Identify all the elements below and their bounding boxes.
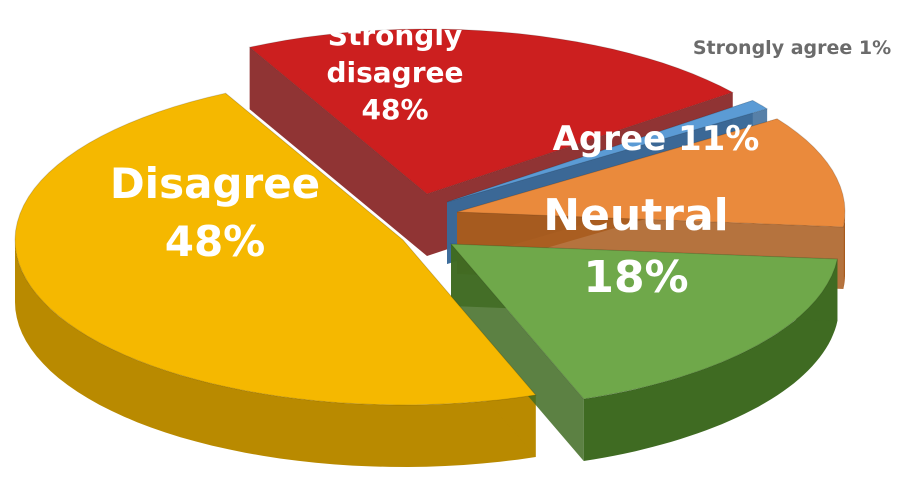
pie-side-agree	[843, 212, 845, 289]
pie-slice-disagree	[14, 92, 537, 406]
pie-wall-strongly-disagree-0	[249, 47, 427, 256]
pie-wall-neutral-1	[451, 244, 584, 462]
pie-label-strongly-disagree: Strongly disagree 48%	[326, 19, 463, 126]
pie-label-disagree: Disagree 48%	[110, 159, 320, 266]
pie-label-strongly-agree: Strongly agree 1%	[693, 37, 891, 59]
pie-slice-agree	[456, 118, 846, 228]
pie-slice-strongly-disagree	[248, 28, 734, 195]
pie-slices-layer	[14, 28, 846, 406]
pie-side-neutral	[583, 259, 838, 461]
pie-label-agree: Agree 11%	[553, 119, 760, 159]
pie-label-neutral: Neutral 18%	[543, 190, 729, 303]
pie-slice-neutral	[449, 243, 839, 400]
pie-side-disagree	[15, 240, 536, 467]
pie-labels-layer: Disagree 48%Strongly disagree 48% Strongly a…	[110, 19, 891, 303]
pie-slice-strongly-agree	[446, 99, 769, 203]
